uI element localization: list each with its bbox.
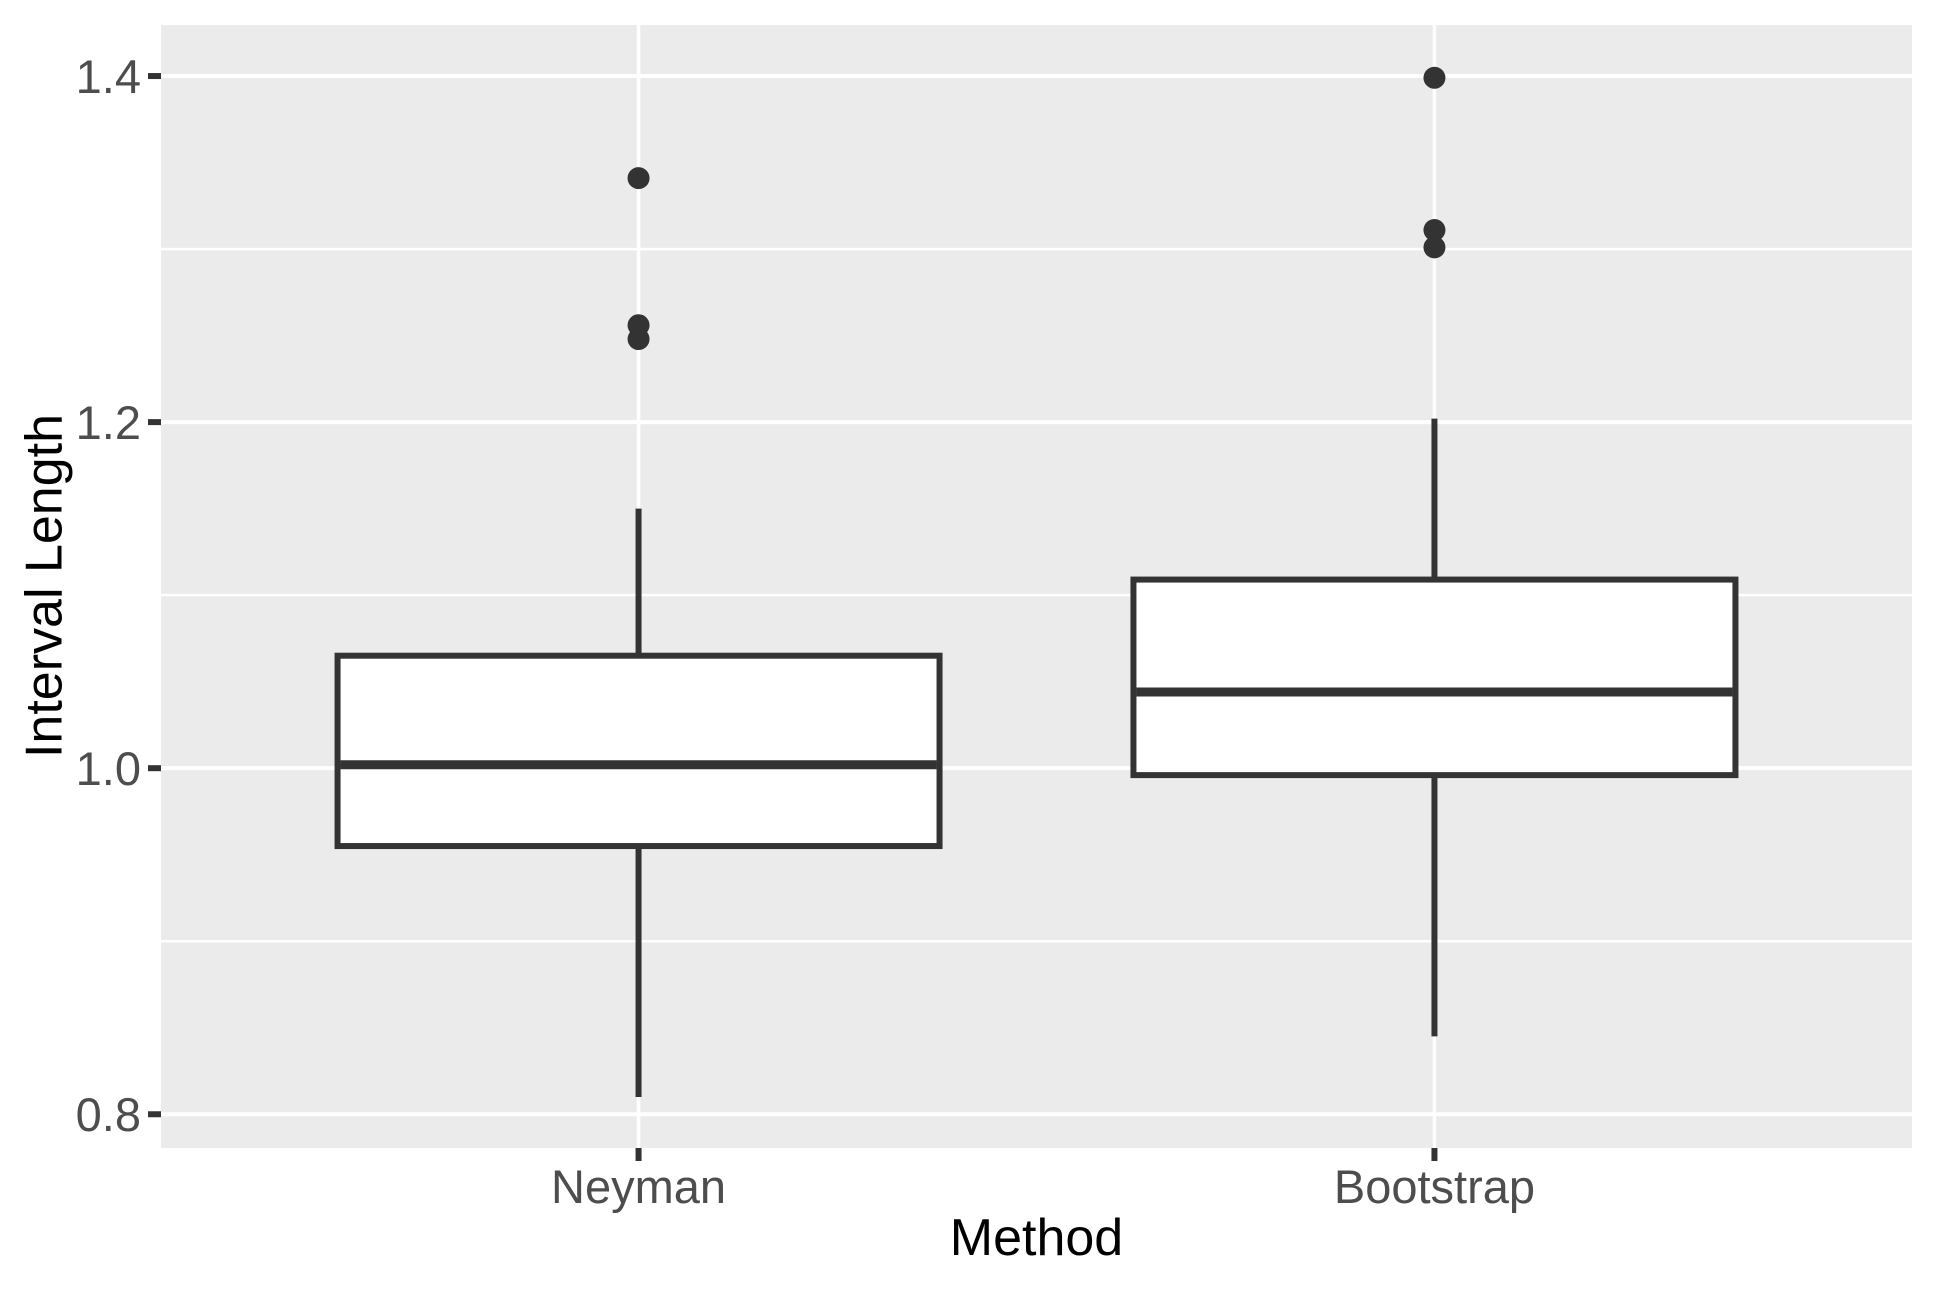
x-axis-title: Method [949,1209,1124,1267]
y-tick-label-1-2: 1.2 [75,395,141,449]
x-tick-label-neyman: Neyman [551,1160,727,1213]
boxplot-canvas [148,25,1912,1161]
plot-panel [148,25,1912,1161]
y-axis-title: Interval Length [15,413,74,759]
y-tick-label-1-4: 1.4 [75,49,141,103]
y-tick-label-1-0: 1.0 [75,741,141,795]
y-tick-label-0-8: 0.8 [75,1087,141,1141]
x-tick-label-bootstrap: Bootstrap [1333,1160,1536,1213]
